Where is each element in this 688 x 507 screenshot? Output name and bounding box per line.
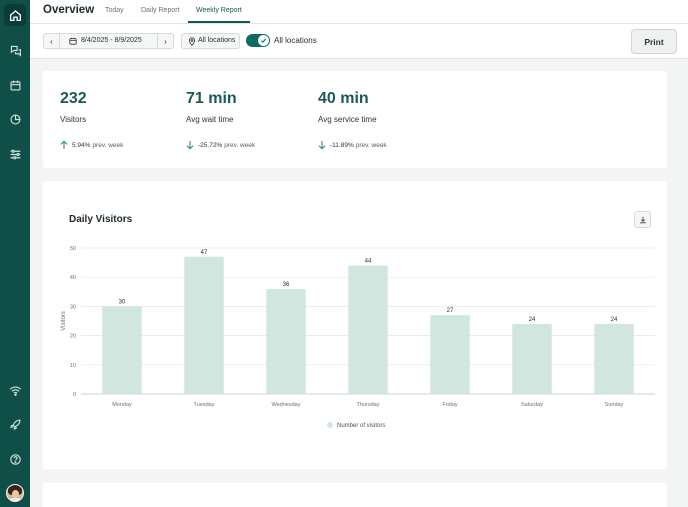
top-header: Overview Today Daily Report Weekly Repor… bbox=[30, 0, 688, 24]
x-tick-label: Sunday bbox=[605, 402, 624, 408]
data-label: 47 bbox=[201, 250, 208, 256]
stat-change-percent: -11.89% bbox=[330, 141, 354, 149]
download-icon bbox=[639, 216, 646, 223]
x-tick-label: Tuesday bbox=[194, 402, 215, 408]
stat-label: Visitors bbox=[60, 115, 87, 124]
check-icon bbox=[261, 38, 267, 43]
stat-label: Avg service time bbox=[318, 115, 377, 124]
data-label: 30 bbox=[119, 299, 126, 305]
bar bbox=[266, 288, 306, 394]
bar bbox=[348, 265, 388, 394]
download-button[interactable] bbox=[634, 211, 651, 228]
date-range-text: 8/4/2025 - 8/9/2025 bbox=[81, 37, 142, 44]
calendar-icon bbox=[69, 37, 77, 45]
arrow-down-icon bbox=[186, 141, 194, 150]
y-axis-label: Visitors bbox=[61, 311, 67, 331]
x-tick-label: Wednesday bbox=[272, 402, 301, 408]
previous-week-button[interactable]: ‹ bbox=[44, 34, 60, 48]
location-filter-button[interactable]: All locations bbox=[181, 33, 240, 49]
avatar[interactable] bbox=[6, 484, 24, 502]
y-tick-label: 50 bbox=[70, 246, 76, 252]
x-tick-label: Saturday bbox=[521, 402, 543, 408]
bar bbox=[594, 323, 634, 394]
help-icon[interactable] bbox=[4, 448, 26, 470]
date-range-picker[interactable]: ‹ 8/4/2025 - 8/9/2025 › bbox=[43, 33, 174, 49]
legend-swatch bbox=[327, 422, 333, 428]
y-tick-label: 0 bbox=[73, 392, 76, 398]
stat-change: -11.89% prev. week bbox=[318, 140, 387, 150]
bar bbox=[512, 323, 552, 394]
sidebar bbox=[0, 0, 30, 507]
stat-change-percent: 5.94% bbox=[72, 141, 91, 149]
arrow-up-icon bbox=[60, 140, 68, 149]
tab-today[interactable]: Today bbox=[105, 7, 124, 14]
home-icon[interactable] bbox=[4, 4, 26, 26]
toolbar: ‹ 8/4/2025 - 8/9/2025 › All locations Al… bbox=[30, 24, 688, 59]
x-tick-label: Friday bbox=[442, 402, 458, 408]
bar bbox=[430, 315, 470, 394]
stat-change: 5.94% prev. week bbox=[60, 140, 123, 150]
tab-daily-report[interactable]: Daily Report bbox=[141, 7, 180, 14]
bar bbox=[184, 256, 224, 394]
page-title: Overview bbox=[43, 4, 95, 16]
arrow-down-icon bbox=[318, 141, 326, 150]
stat-change-percent: -25.72% bbox=[198, 141, 223, 149]
stat-change-suffix: prev. week bbox=[355, 141, 387, 149]
all-locations-toggle[interactable] bbox=[246, 34, 270, 47]
next-week-button[interactable]: › bbox=[157, 34, 173, 48]
location-filter-label: All locations bbox=[198, 37, 236, 44]
bar-chart: 01020304050Visitors30Monday47Tuesday36We… bbox=[61, 246, 655, 429]
bar bbox=[102, 306, 142, 394]
wifi-icon[interactable] bbox=[4, 379, 26, 401]
stat-value: 71 min bbox=[186, 90, 237, 107]
daily-visitors-card: Daily Visitors 0 10 20 30 40 50 Visitors 30 Mond… bbox=[43, 181, 667, 469]
next-card bbox=[43, 483, 667, 507]
y-tick-label: 10 bbox=[70, 363, 76, 369]
data-label: 36 bbox=[283, 282, 290, 288]
data-label: 24 bbox=[611, 317, 618, 323]
chat-icon[interactable] bbox=[4, 39, 26, 61]
calendar-icon[interactable] bbox=[4, 74, 26, 96]
active-tab-indicator bbox=[188, 21, 250, 23]
rocket-icon[interactable] bbox=[4, 413, 26, 435]
stat-change: -25.72% prev. week bbox=[186, 140, 255, 150]
x-tick-label: Thursday bbox=[357, 402, 380, 408]
data-label: 44 bbox=[365, 259, 372, 265]
y-tick-label: 30 bbox=[70, 304, 76, 310]
tab-weekly-report[interactable]: Weekly Report bbox=[196, 7, 242, 14]
stats-card: 232 Visitors 5.94% prev. week 71 min Avg… bbox=[43, 71, 667, 168]
y-tick-label: 20 bbox=[70, 334, 76, 340]
data-label: 24 bbox=[529, 317, 536, 323]
y-tick-label: 40 bbox=[70, 275, 76, 281]
data-label: 27 bbox=[447, 308, 454, 314]
stat-change-suffix: prev. week bbox=[92, 141, 124, 149]
toggle-knob bbox=[258, 35, 269, 46]
stat-change-suffix: prev. week bbox=[224, 141, 256, 149]
chart-title: Daily Visitors bbox=[69, 214, 133, 225]
x-tick-label: Monday bbox=[112, 402, 132, 408]
stat-value: 40 min bbox=[318, 90, 369, 107]
print-button[interactable]: Print bbox=[631, 29, 677, 54]
pie-chart-icon[interactable] bbox=[4, 108, 26, 130]
sliders-icon[interactable] bbox=[4, 143, 26, 165]
toggle-label: All locations bbox=[274, 36, 317, 45]
location-pin-icon bbox=[188, 37, 196, 46]
stat-label: Avg wait time bbox=[186, 115, 234, 124]
legend-label: Number of visitors bbox=[337, 423, 385, 429]
stat-value: 232 bbox=[60, 90, 87, 107]
